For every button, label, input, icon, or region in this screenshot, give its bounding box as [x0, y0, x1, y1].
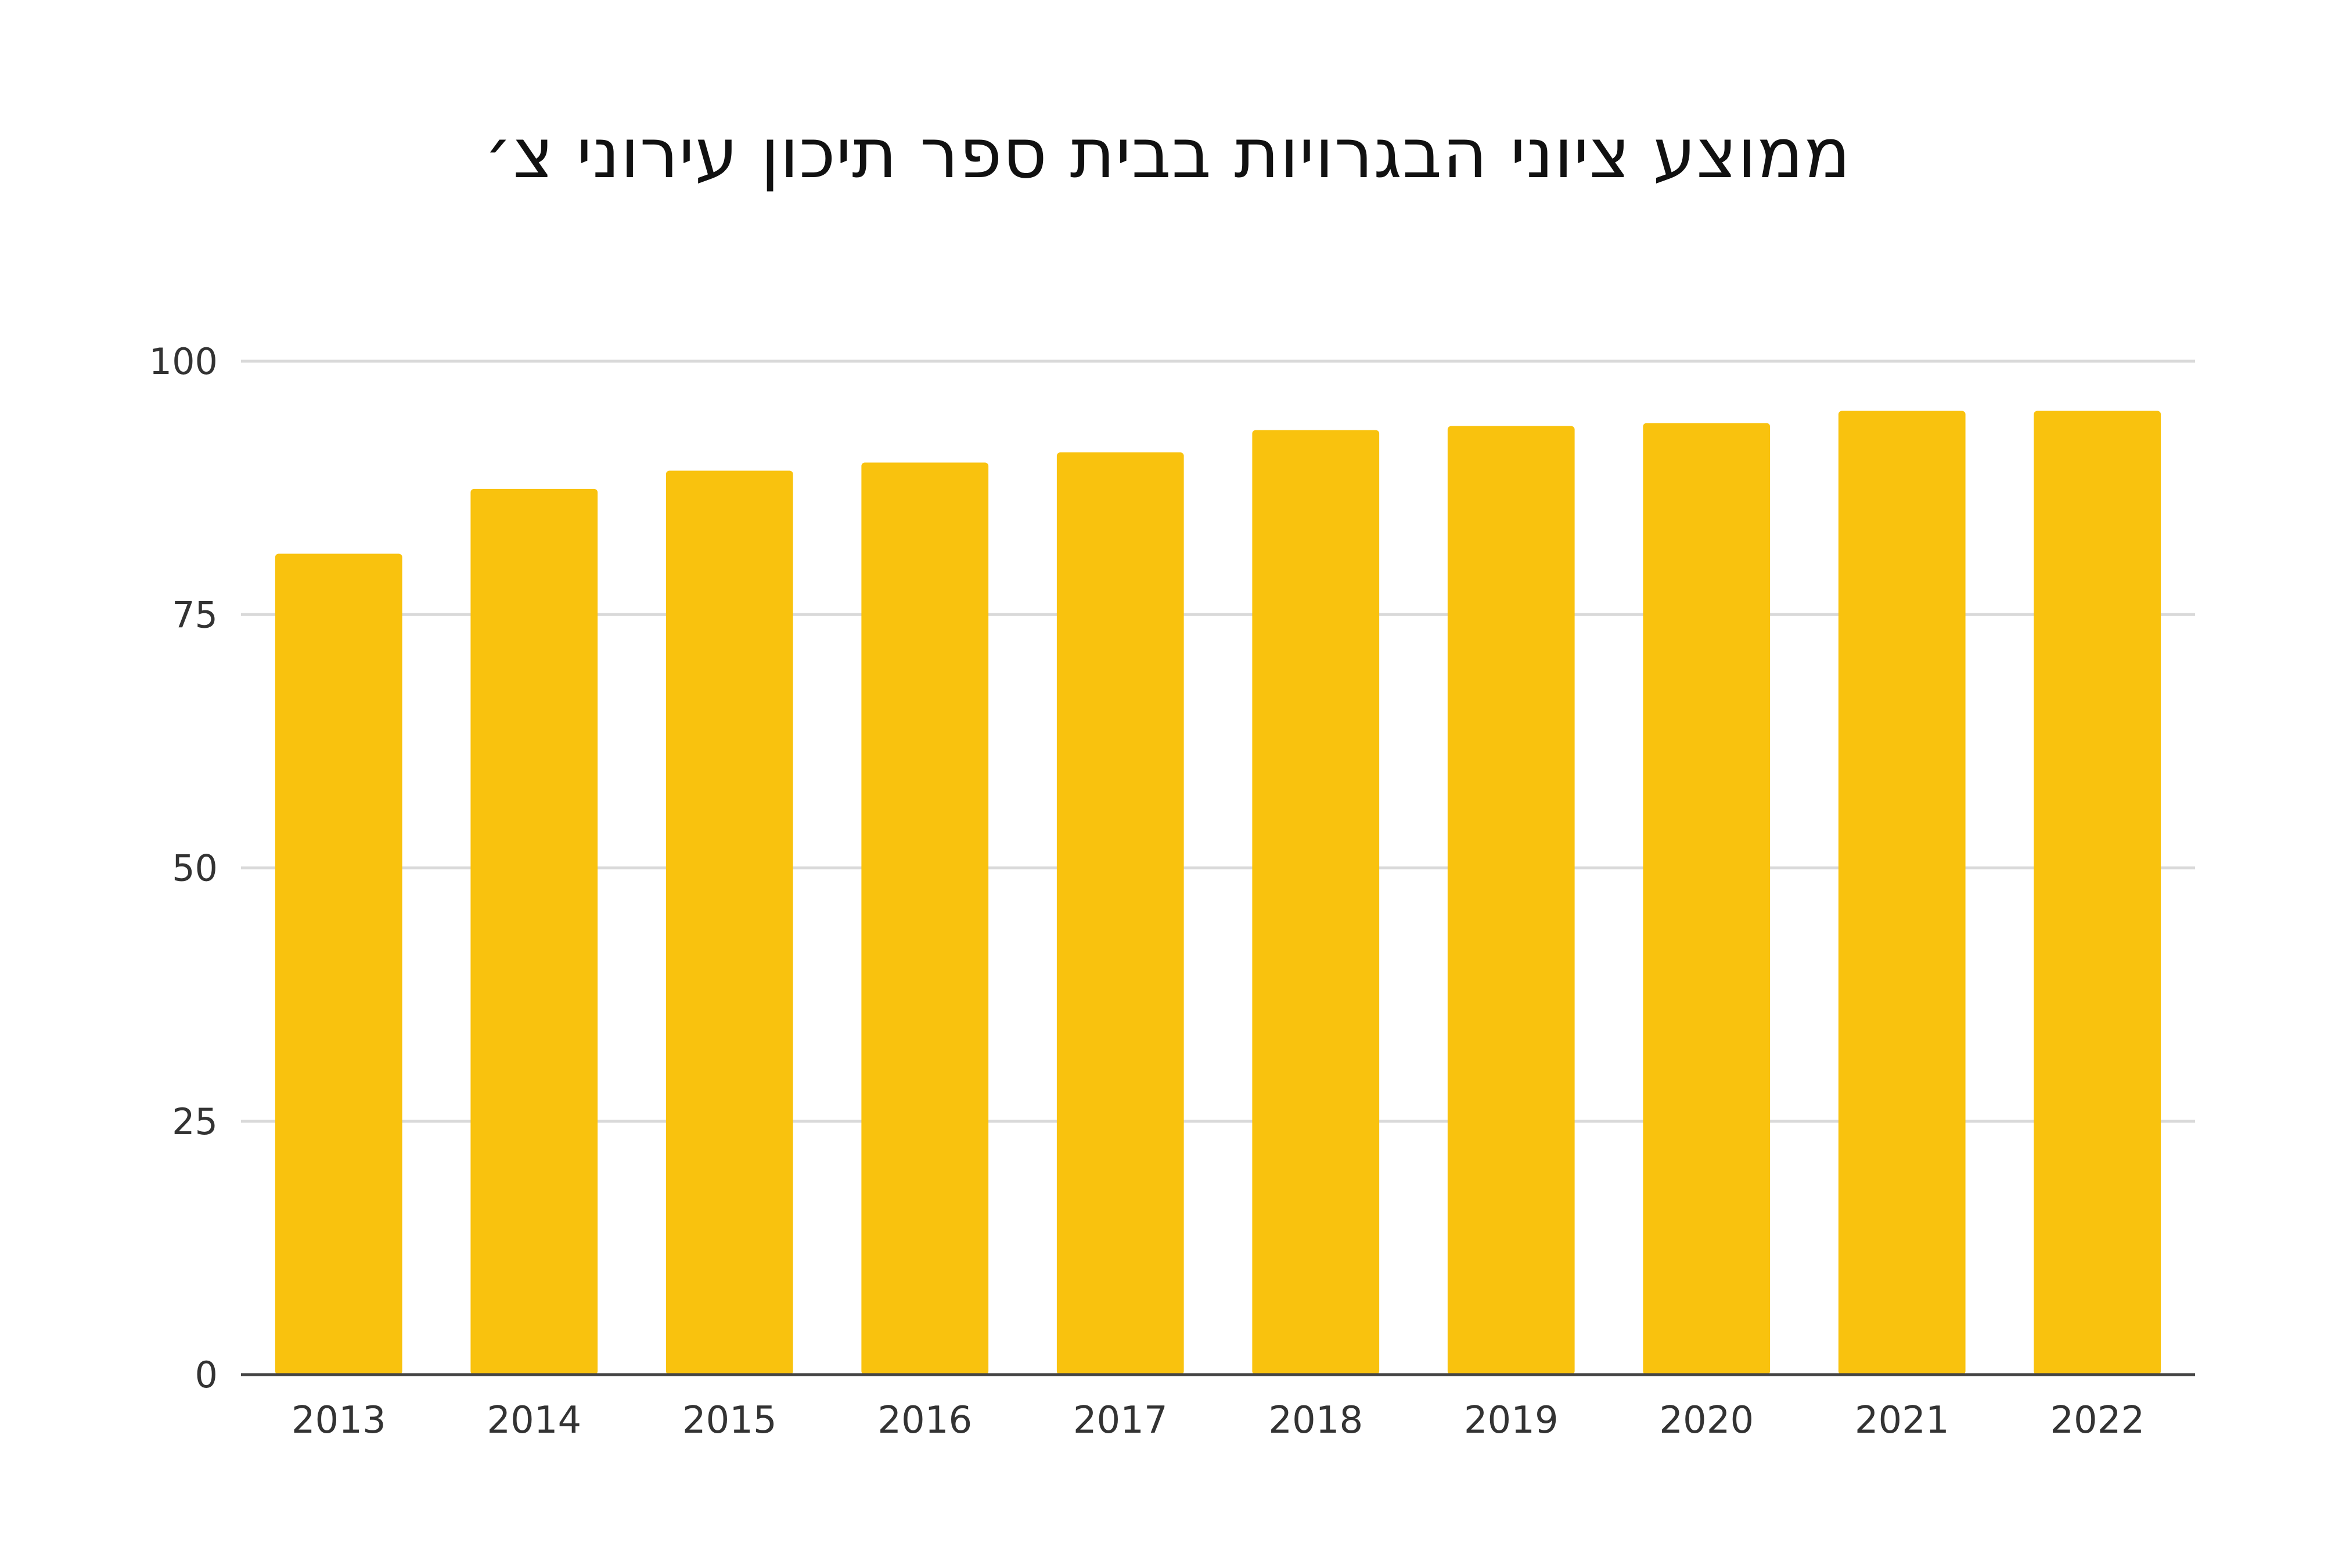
x-tick-label: 2013 — [292, 1399, 386, 1442]
y-tick-label: 50 — [172, 847, 218, 890]
bar-2013 — [275, 553, 402, 1375]
chart-title: ממוצע ציוני הבגרויות בבית ספר תיכון עירו… — [484, 113, 1851, 193]
bar-2017 — [1056, 452, 1184, 1375]
bar-2021 — [1838, 411, 1966, 1375]
y-tick-label: 75 — [172, 594, 218, 636]
x-tick-label: 2016 — [877, 1399, 972, 1442]
bar-2019 — [1447, 426, 1575, 1375]
bars — [275, 411, 2161, 1375]
x-tick-label: 2017 — [1073, 1399, 1168, 1442]
bar-2014 — [470, 488, 598, 1375]
bar-2020 — [1643, 423, 1771, 1375]
x-axis-ticks: 2013 2014 2015 2016 2017 2018 2019 2020 2021 2022 — [292, 1399, 2145, 1442]
x-tick-label: 2018 — [1268, 1399, 1363, 1442]
x-tick-label: 2020 — [1659, 1399, 1754, 1442]
x-tick-label: 2019 — [1464, 1399, 1559, 1442]
y-tick-label: 0 — [195, 1354, 218, 1396]
bar-2015 — [665, 470, 793, 1375]
bar-2018 — [1252, 430, 1380, 1375]
bar-2022 — [2034, 411, 2161, 1375]
x-tick-label: 2015 — [682, 1399, 777, 1442]
y-axis-ticks: 0 25 50 75 100 — [149, 340, 218, 1396]
y-tick-label: 25 — [172, 1101, 218, 1143]
x-tick-label: 2021 — [1855, 1399, 1949, 1442]
bar-2016 — [861, 462, 989, 1375]
y-tick-label: 100 — [149, 340, 218, 383]
x-tick-label: 2014 — [487, 1399, 581, 1442]
x-tick-label: 2022 — [2050, 1399, 2145, 1442]
